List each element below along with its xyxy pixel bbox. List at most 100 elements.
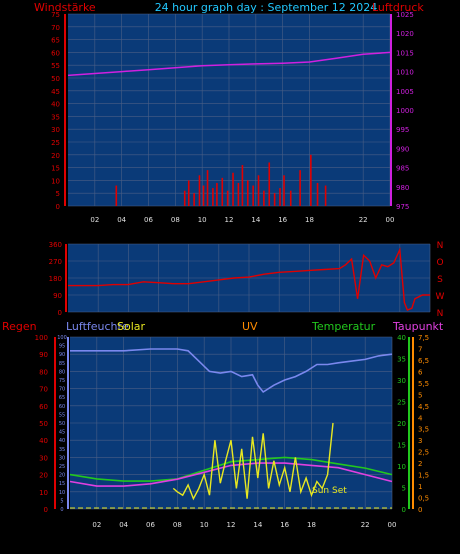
- tick-label-regen: 50: [39, 420, 48, 428]
- tick-label-regen: 90: [39, 351, 48, 359]
- tick-label-dewpoint: 7: [418, 345, 422, 353]
- tick-label-left: 65: [51, 37, 60, 45]
- tick-label-right: 995: [396, 126, 409, 134]
- tick-label-left: 75: [51, 11, 60, 19]
- tick-label-left: 90: [53, 292, 62, 300]
- tick-label-humidity: 25: [59, 464, 65, 470]
- label-taupunkt: Taupunkt: [392, 320, 444, 333]
- tick-label-dewpoint: 2,5: [418, 449, 429, 457]
- tick-label-right: 1005: [396, 88, 414, 96]
- tick-label-x: 22: [359, 216, 368, 224]
- tick-label-x: 00: [386, 216, 395, 224]
- tick-label-x: 08: [171, 216, 180, 224]
- tick-label-left: 15: [51, 165, 60, 173]
- tick-label-dewpoint: 6,5: [418, 357, 429, 365]
- tick-label-humidity: 85: [59, 361, 65, 367]
- pressure-line: [67, 51, 391, 77]
- tick-label-right: 1010: [396, 69, 414, 77]
- tick-label-humidity: 100: [57, 335, 67, 341]
- tick-label-regen: 0: [44, 506, 48, 514]
- tick-label-right: 990: [396, 145, 409, 153]
- tick-label-regen: 100: [35, 334, 48, 342]
- tick-label-left: 10: [51, 177, 60, 185]
- tick-label-temperature: 25: [397, 399, 406, 407]
- label-luftfeuchte: Luftfeuchte: [66, 320, 129, 333]
- tick-label-dewpoint: 3,5: [418, 426, 429, 434]
- compass-label: W: [436, 292, 445, 302]
- header-title: 24 hour graph day : September 12 2024: [155, 1, 378, 14]
- tick-label-left: 45: [51, 88, 60, 96]
- tick-label-x: 12: [227, 521, 236, 529]
- tick-label-left: 40: [51, 101, 60, 109]
- tick-label-x: 02: [92, 521, 101, 529]
- tick-label-left: 5: [56, 190, 60, 198]
- temperature-line: [69, 456, 393, 482]
- tick-label-x: 18: [305, 216, 314, 224]
- solar-line: [172, 422, 334, 501]
- tick-label-x: 12: [225, 216, 234, 224]
- tick-label-right: 1020: [396, 30, 414, 38]
- tick-label-temperature: 20: [397, 420, 406, 428]
- tick-label-humidity: 5: [60, 498, 63, 504]
- tick-label-left: 0: [58, 309, 62, 317]
- tick-label-right: 980: [396, 184, 409, 192]
- label-temperatur: Temperatur: [311, 320, 376, 333]
- tick-label-x: 04: [117, 216, 126, 224]
- tick-label-humidity: 60: [59, 404, 65, 410]
- tick-label-dewpoint: 6: [418, 368, 423, 376]
- tick-label-right: 1015: [396, 49, 414, 57]
- tick-label-temperature: 10: [397, 463, 406, 471]
- tick-label-x: 10: [200, 521, 209, 529]
- tick-label-x: 16: [280, 521, 289, 529]
- tick-label-dewpoint: 7,5: [418, 334, 429, 342]
- tick-label-regen: 70: [39, 386, 48, 394]
- tick-label-left: 70: [51, 24, 60, 32]
- compass-label: O: [436, 258, 443, 268]
- humidity-line: [70, 348, 393, 394]
- tick-label-dewpoint: 0,5: [418, 495, 429, 503]
- tick-label-left: 35: [51, 113, 60, 121]
- tick-label-left: 55: [51, 62, 60, 70]
- tick-label-right: 1000: [396, 107, 414, 115]
- tick-label-x: 08: [173, 521, 182, 529]
- tick-label-x: 04: [119, 521, 128, 529]
- dewpoint-line: [69, 462, 393, 487]
- tick-label-humidity: 95: [59, 344, 65, 350]
- tick-label-left: 0: [56, 203, 60, 211]
- tick-label-x: 02: [90, 216, 99, 224]
- tick-label-regen: 80: [39, 368, 48, 376]
- tick-label-humidity: 80: [59, 369, 65, 375]
- tick-label-x: 06: [146, 521, 155, 529]
- tick-label-humidity: 90: [59, 352, 65, 358]
- tick-label-temperature: 15: [397, 442, 406, 450]
- tick-label-humidity: 70: [59, 387, 65, 393]
- tick-label-regen: 40: [39, 437, 48, 445]
- tick-label-humidity: 45: [59, 430, 65, 436]
- tick-label-temperature: 35: [397, 356, 406, 364]
- tick-label-humidity: 0: [60, 507, 63, 513]
- tick-label-x: 00: [388, 521, 397, 529]
- tick-label-left: 50: [51, 75, 60, 83]
- tick-label-humidity: 15: [59, 481, 65, 487]
- tick-label-left: 60: [51, 49, 60, 57]
- label-regen: Regen: [2, 320, 37, 333]
- tick-label-humidity: 40: [59, 438, 65, 444]
- tick-label-left: 20: [51, 152, 60, 160]
- tick-label-dewpoint: 4,5: [418, 403, 429, 411]
- direction-line: [68, 246, 430, 312]
- compass-label: N: [437, 309, 444, 319]
- sunset-annotation: Sun Set: [312, 486, 347, 496]
- tick-label-humidity: 10: [59, 490, 65, 496]
- tick-label-regen: 20: [39, 472, 48, 480]
- tick-label-dewpoint: 0: [418, 506, 422, 514]
- tick-label-left: 180: [49, 275, 62, 283]
- tick-label-humidity: 35: [59, 447, 65, 453]
- tick-label-x: 14: [253, 521, 262, 529]
- tick-label-left: 25: [51, 139, 60, 147]
- tick-label-right: 1025: [396, 11, 414, 19]
- header-left-label: Windstärke: [34, 1, 96, 14]
- tick-label-temperature: 5: [402, 485, 406, 493]
- compass-label: S: [437, 275, 443, 285]
- tick-label-regen: 60: [39, 403, 48, 411]
